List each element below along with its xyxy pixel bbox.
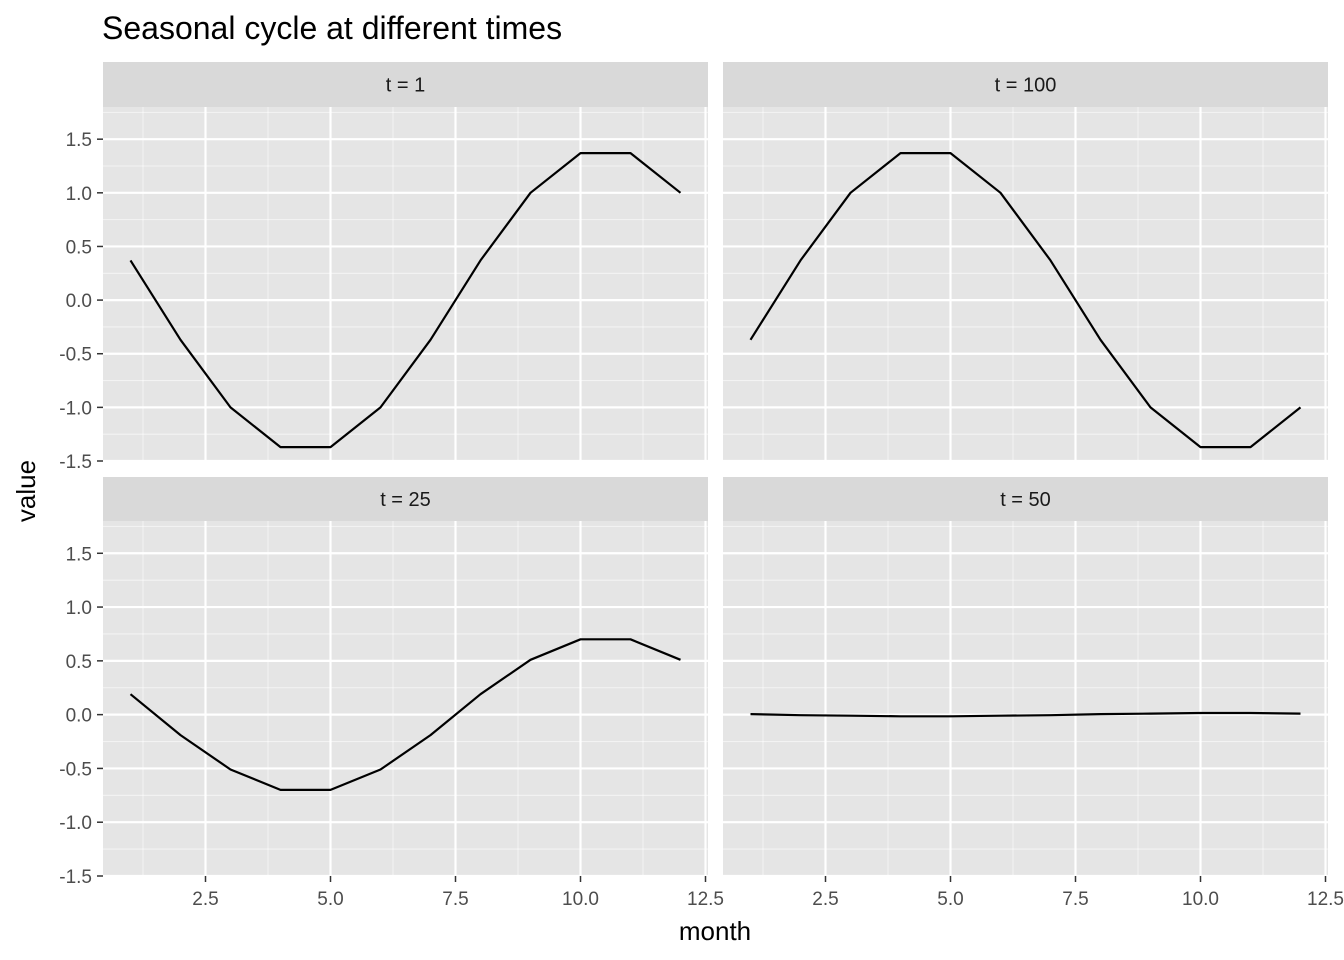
facet-panel: t = 100	[723, 62, 1328, 461]
x-tick-label: 12.5	[1307, 889, 1344, 910]
y-tick-label: 1.0	[66, 598, 92, 619]
grid-lines	[103, 107, 708, 461]
x-tick-label: 2.5	[812, 889, 838, 910]
x-tick-label: 7.5	[442, 889, 468, 910]
x-tick-label: 2.5	[192, 889, 218, 910]
y-tick-label: 1.5	[66, 544, 92, 565]
panels: t = 1 -1.5 -1.0 -0.5 0.0 0.5 1.0 1.5 t = 100 t = …	[59, 62, 1344, 910]
y-tick-label: 0.5	[66, 237, 92, 258]
facet-panel: t = 1 -1.5 -1.0 -0.5 0.0 0.5 1.0 1.5	[59, 62, 708, 473]
facet-strip-label: t = 100	[995, 75, 1057, 97]
facet-strip	[723, 62, 1328, 107]
grid-lines	[723, 521, 1328, 876]
y-tick-label: 0.0	[66, 706, 92, 727]
x-tick-label: 12.5	[687, 889, 724, 910]
y-tick-label: -0.5	[59, 759, 92, 780]
series-line	[750, 711, 1301, 718]
series-line	[749, 152, 1302, 449]
y-tick-label: -1.5	[59, 867, 92, 888]
series-line	[129, 152, 682, 449]
facet-panel: t = 50 2.5 5.0 7.5 10.0 12.5	[723, 477, 1344, 910]
x-axis-title: month	[679, 916, 751, 946]
x-tick-label: 10.0	[562, 889, 599, 910]
y-tick-label: 0.0	[66, 291, 92, 312]
y-tick-label: 1.5	[66, 130, 92, 151]
y-axis-title: value	[11, 460, 41, 522]
y-tick-label: -0.5	[59, 345, 92, 366]
y-tick-label: -1.0	[59, 813, 92, 834]
y-tick-label: 0.5	[66, 652, 92, 673]
facet-strip-label: t = 1	[386, 75, 425, 97]
y-tick-label: 1.0	[66, 184, 92, 205]
x-tick-label: 7.5	[1062, 889, 1088, 910]
facet-panel: t = 25 -1.5 -1.0 -0.5 0.0 0.5 1.0 1.5 2.5 5.0 7.5 1…	[59, 477, 724, 910]
y-tick-label: -1.0	[59, 398, 92, 419]
facet-strip	[103, 62, 708, 107]
chart-title: Seasonal cycle at different times	[102, 10, 562, 46]
facet-strip	[103, 477, 708, 521]
grid-lines	[723, 107, 1328, 461]
facet-strip-label: t = 25	[380, 489, 431, 511]
x-tick-label: 5.0	[937, 889, 963, 910]
series-line	[129, 638, 681, 792]
x-tick-label: 5.0	[317, 889, 343, 910]
y-tick-label: -1.5	[59, 452, 92, 473]
grid-lines	[103, 521, 708, 876]
x-tick-label: 10.0	[1182, 889, 1219, 910]
facet-strip-label: t = 50	[1000, 489, 1051, 511]
facet-strip	[723, 477, 1328, 521]
